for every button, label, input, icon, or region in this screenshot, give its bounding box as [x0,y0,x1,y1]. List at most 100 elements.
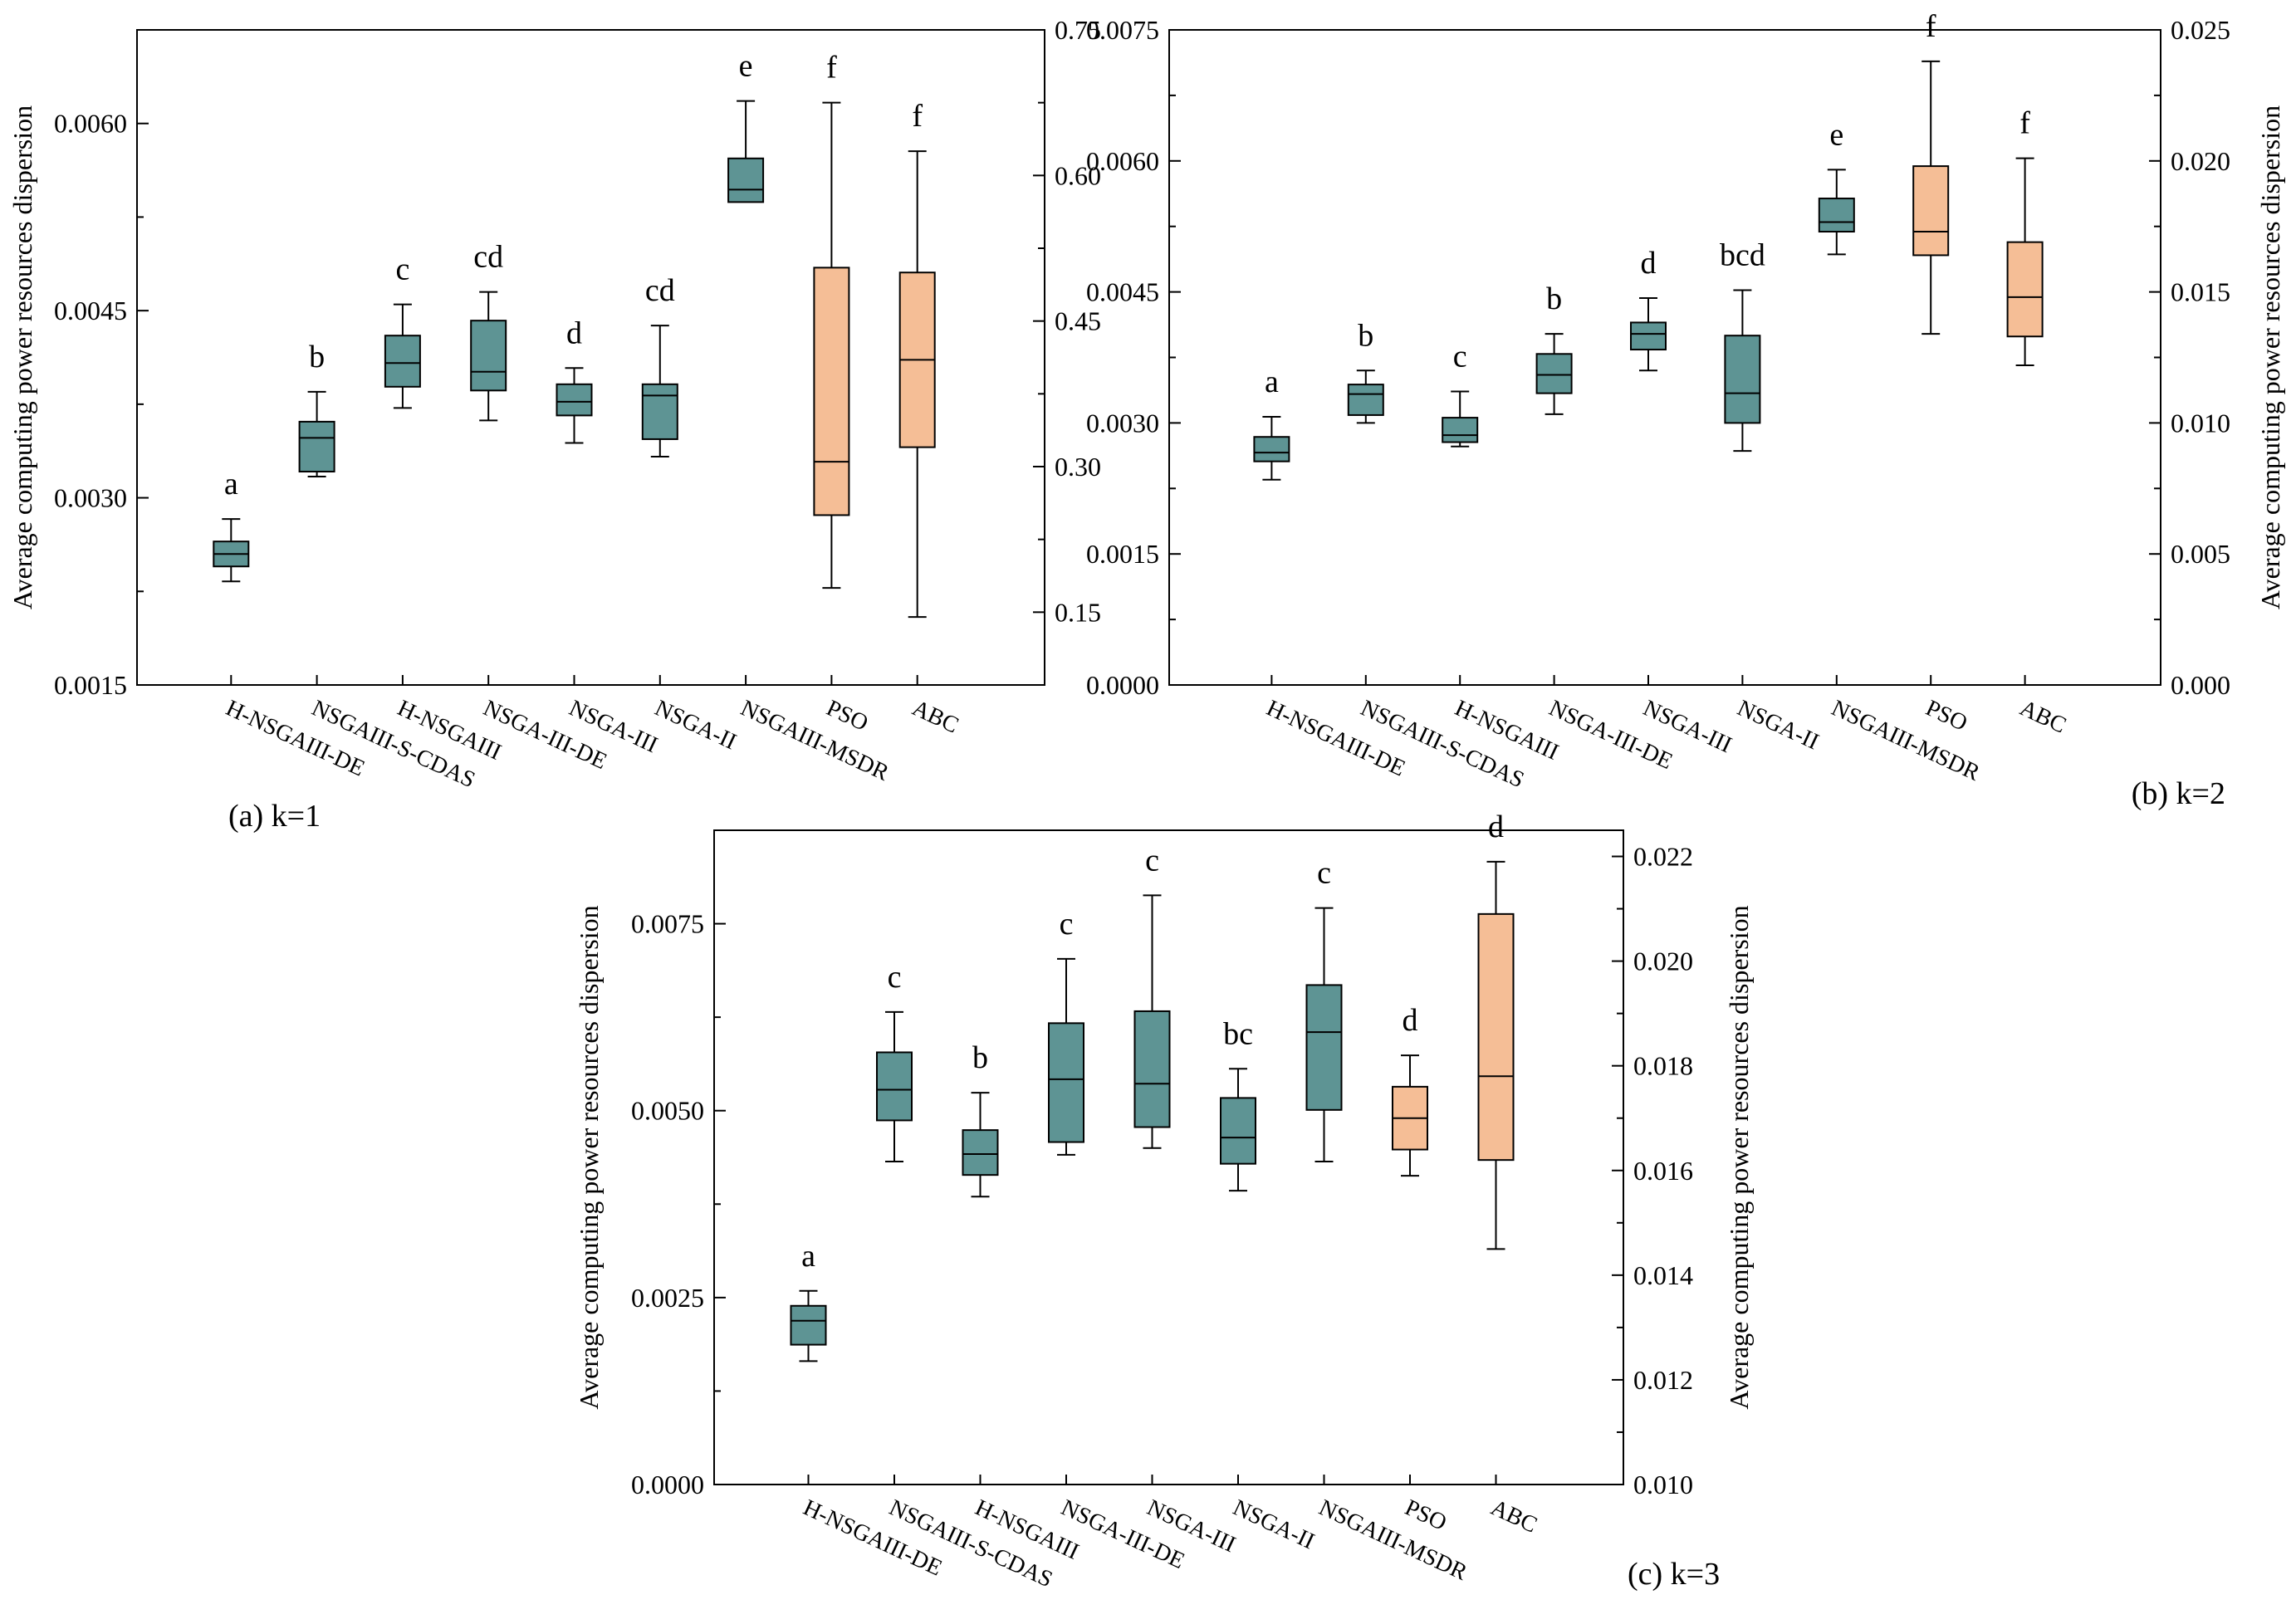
y-right-tick-label: 0.000 [2171,670,2230,700]
y-tick-label: 0.0030 [1086,408,1159,438]
significance-letter: cd [645,273,675,308]
y-tick-label: 0.0000 [631,1470,704,1499]
box-NSGA-III-DE: c [1048,907,1084,1156]
y-right-tick-label: 0.005 [2171,539,2230,569]
box-iqr [727,157,765,203]
box-NSGAIII-S-CDAS: c [876,960,913,1162]
box-iqr [1347,384,1384,416]
box-NSGA-III: d [556,316,593,444]
significance-letter: b [1358,318,1373,353]
y-right-tick-label: 0.018 [1633,1051,1693,1081]
box-H-NSGAIII: c [1442,340,1479,448]
significance-letter: c [1317,856,1331,891]
significance-letter: a [224,467,238,501]
significance-letter: c [1145,843,1159,878]
box-H-NSGAIII-DE: a [213,467,250,583]
y-tick-label: 0.0060 [1086,146,1159,176]
box-iqr [1535,353,1573,394]
significance-letter: b [309,340,325,374]
box-NSGAIII-S-CDAS: b [1347,318,1384,424]
x-tick-label: NSGA-II [651,695,741,755]
panel-caption: (a) k=1 [228,799,321,834]
significance-letter: a [801,1239,815,1274]
panel-caption: (b) k=2 [2132,776,2225,811]
significance-letter: cd [473,240,503,275]
panel-caption: (c) k=3 [1628,1557,1720,1592]
y-right-tick-label: 0.020 [1633,947,1693,976]
box-iqr [556,383,593,417]
box-NSGA-III-DE: b [1535,281,1573,415]
box-NSGA-III: c [1133,843,1171,1149]
box-H-NSGAIII: b [962,1040,999,1198]
box-iqr [1912,165,1950,257]
significance-letter: f [1926,9,1936,44]
panel-2: 0.0000 0.0015 0.0030 0.0045 0.0060 0.0075 0.00… [1086,9,2285,811]
box-iqr [1253,436,1290,462]
y-right-tick-label: 0.75 [1055,15,1101,45]
y-right-tick-label: 0.022 [1633,842,1693,872]
y-right-tick-label: 0.45 [1055,306,1101,336]
x-tick-label: ABC [2016,695,2070,738]
box-NSGAIII-MSDR: c [1305,856,1343,1162]
y-right-axis-label: Average computing power resources disper… [1724,905,1754,1409]
y-tick-label: 0.0025 [631,1283,704,1313]
plot-frame [713,829,1624,1485]
box-NSGAIII-MSDR: e [727,49,765,203]
box-iqr [962,1129,999,1176]
box-ABC: d [1477,810,1515,1250]
box-iqr [1220,1097,1256,1165]
significance-letter: e [1829,117,1843,152]
y-tick-label: 0.0015 [1086,539,1159,569]
y-right-tick-label: 0.012 [1633,1365,1693,1395]
box-H-NSGAIII: c [384,252,421,409]
significance-letter: d [1403,1003,1418,1038]
y-tick-label: 0.0050 [631,1096,704,1126]
y-right-tick-label: 0.30 [1055,452,1101,482]
significance-letter: b [1546,281,1562,316]
y-tick-label: 0.0030 [54,483,127,513]
box-iqr [2006,241,2044,338]
x-tick-label: NSGAIII-MSDR [1315,1494,1471,1586]
box-iqr [1305,984,1343,1111]
significance-letter: e [739,49,753,84]
box-NSGA-II: bcd [1720,237,1765,452]
significance-letter: d [566,316,582,350]
y-tick-label: 0.0045 [1086,277,1159,307]
significance-letter: c [888,960,902,995]
box-NSGA-III-DE: cd [470,240,507,422]
box-NSGAIII-S-CDAS: b [298,340,335,478]
box-iqr [1630,321,1667,351]
box-NSGA-II: cd [641,273,678,457]
box-iqr [1477,912,1515,1162]
x-tick-label: NSGAIII-MSDR [737,695,893,786]
x-tick-label: ABC [908,695,962,738]
box-iqr [876,1051,913,1122]
box-ABC: f [2006,106,2044,366]
significance-letter: b [972,1040,988,1075]
box-NSGA-II: bc [1220,1016,1256,1192]
box-NSGA-III: d [1630,246,1667,372]
x-tick-label: ABC [1487,1494,1541,1538]
y-right-tick-label: 0.014 [1633,1260,1693,1290]
x-tick-label: PSO [822,695,872,736]
box-iqr [1133,1010,1171,1128]
box-PSO: f [813,51,850,589]
plot-frame [136,29,1045,686]
y-tick-label: 0.0045 [54,296,127,325]
box-PSO: f [1912,9,1950,335]
x-tick-label: NSGA-II [1733,695,1823,755]
x-tick-label: PSO [1401,1494,1451,1536]
y-axis-label: Average computing power resources disper… [7,105,37,609]
box-NSGAIII-MSDR: e [1818,117,1855,256]
significance-letter: a [1265,364,1279,399]
significance-letter: bc [1223,1016,1253,1051]
box-iqr [813,267,850,516]
y-axis-label: Average computing power resources disper… [574,905,604,1409]
significance-letter: d [1488,810,1504,844]
significance-letter: f [826,51,837,86]
y-right-tick-label: 0.015 [2171,277,2230,307]
y-right-tick-label: 0.025 [2171,15,2230,45]
box-iqr [1442,417,1479,443]
y-right-tick-label: 0.020 [2171,146,2230,176]
